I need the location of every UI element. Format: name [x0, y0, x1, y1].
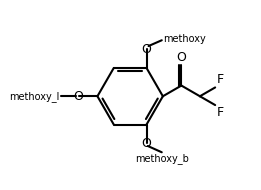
Text: methoxy_b: methoxy_b [135, 154, 189, 164]
Text: methoxy_l: methoxy_l [9, 91, 60, 102]
Text: F: F [216, 106, 223, 119]
Text: O: O [74, 90, 84, 103]
Text: F: F [216, 73, 223, 86]
Text: O: O [141, 43, 151, 55]
Text: methoxy: methoxy [163, 34, 206, 44]
Text: O: O [141, 137, 151, 150]
Text: O: O [176, 51, 186, 64]
